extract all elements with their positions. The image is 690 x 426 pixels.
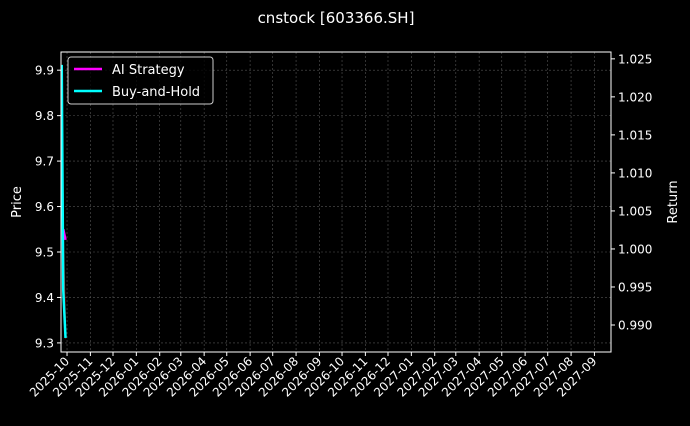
legend: AI Strategy Buy-and-Hold	[67, 56, 214, 105]
y-tick-label-right: 1.000	[618, 242, 652, 256]
y-tick-label-right: 1.020	[618, 90, 652, 104]
x-axis: 2025-102025-112025-122026-012026-022026-…	[27, 352, 600, 400]
legend-box	[67, 56, 214, 105]
chart-title: cnstock [603366.SH]	[258, 9, 415, 27]
y-tick-label-left: 9.8	[35, 109, 54, 123]
y-label-right: Return	[666, 180, 681, 223]
y-tick-label-right: 1.005	[618, 204, 652, 218]
y-tick-label-left: 9.3	[35, 336, 54, 350]
legend-label-ai-strategy: AI Strategy	[112, 63, 185, 78]
y-tick-label-left: 9.6	[35, 200, 54, 214]
y-tick-label-left: 9.5	[35, 246, 54, 260]
plot-lines	[60, 64, 67, 339]
legend-label-buy-and-hold: Buy-and-Hold	[112, 85, 200, 100]
y-axis-left: 9.3 9.4 9.5 9.6 9.7 9.8 9.9	[35, 64, 61, 350]
y-axis-right: 0.990 0.995 1.000 1.005 1.010 1.015 1.020 1.025	[611, 52, 652, 333]
y-tick-label-right: 1.015	[618, 128, 652, 142]
y-tick-label-right: 0.995	[618, 280, 652, 294]
y-tick-label-right: 1.025	[618, 52, 652, 66]
series-line-buy-and-hold	[60, 64, 67, 338]
y-label-left: Price	[10, 186, 25, 218]
y-tick-label-left: 9.7	[35, 155, 54, 169]
y-tick-label-right: 0.990	[618, 319, 652, 333]
y-tick-label-left: 9.4	[35, 291, 54, 305]
y-tick-label-left: 9.9	[35, 64, 54, 78]
plot-frame	[60, 51, 612, 353]
y-tick-label-right: 1.010	[618, 166, 652, 180]
